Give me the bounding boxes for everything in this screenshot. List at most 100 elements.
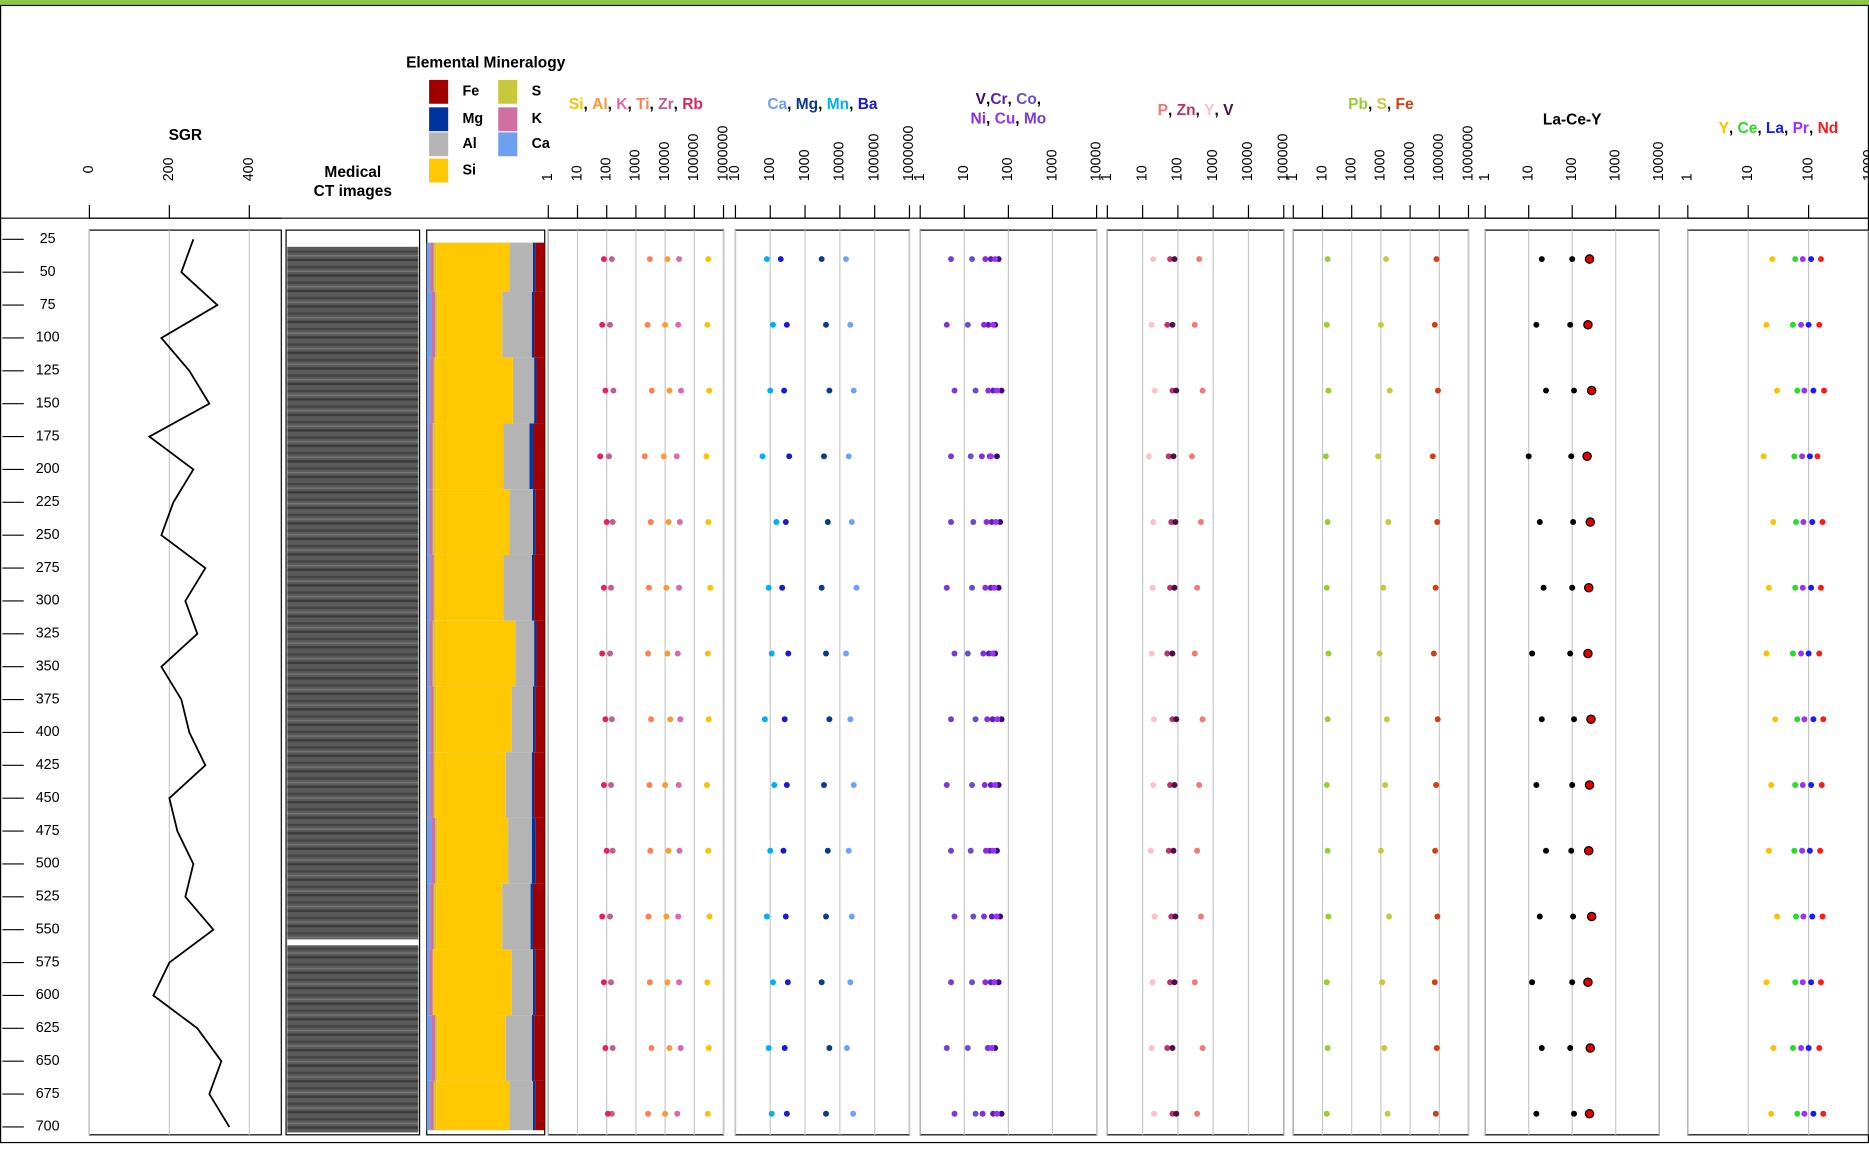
mineral-band (532, 292, 534, 358)
mineral-band (533, 1081, 535, 1130)
point (1763, 651, 1769, 657)
point (1583, 452, 1591, 460)
point (1323, 453, 1329, 459)
title-part: , (1729, 120, 1738, 137)
point (1799, 453, 1805, 459)
x-tick-label: 200 (161, 157, 177, 181)
point (769, 651, 775, 657)
title-part: , (818, 96, 827, 113)
y-tick-label: 675 (36, 1086, 60, 1102)
title-part: , (787, 96, 796, 113)
point (948, 979, 954, 985)
mineral-band (506, 752, 532, 818)
point (606, 453, 612, 459)
point (1584, 649, 1592, 657)
legend-swatch (429, 159, 448, 183)
point (994, 453, 1000, 459)
mineral-band (534, 621, 536, 687)
mineral-band (430, 358, 434, 424)
point (608, 782, 614, 788)
point (1792, 782, 1798, 788)
title-part: Ti (636, 96, 649, 113)
mineral-band (427, 621, 429, 687)
legend-label: S (532, 84, 542, 100)
point (1569, 979, 1575, 985)
mineral-band (529, 423, 533, 489)
point (1196, 256, 1202, 262)
mineral-band (503, 423, 529, 489)
point (988, 453, 994, 459)
title-part: V (1223, 102, 1234, 119)
point (1820, 1111, 1826, 1117)
mineral-band (534, 555, 545, 621)
point (944, 585, 950, 591)
mineral-band (506, 1015, 532, 1081)
point (1794, 1111, 1800, 1117)
point (601, 256, 607, 262)
point (1150, 519, 1156, 525)
point (786, 453, 792, 459)
point (850, 1111, 856, 1117)
point (825, 519, 831, 525)
mineral-band (434, 752, 435, 818)
point (1377, 651, 1383, 657)
point (1567, 322, 1573, 328)
point (1149, 979, 1155, 985)
point (678, 1045, 684, 1051)
title-part: Mn (827, 96, 849, 113)
point (968, 848, 974, 854)
mineral-band (429, 423, 433, 489)
point (1378, 322, 1384, 328)
page: {"chart_data": [ {"type": "line", "title… (0, 0, 1869, 1148)
point (769, 1111, 775, 1117)
title-part: , (1368, 96, 1377, 113)
point (1790, 1045, 1796, 1051)
mineral-band (434, 358, 435, 424)
mineral-band (436, 686, 512, 752)
mineral-band (430, 243, 434, 292)
point (766, 1045, 772, 1051)
point (1817, 848, 1823, 854)
point (1814, 453, 1820, 459)
point (948, 519, 954, 525)
point (979, 453, 985, 459)
point (706, 914, 712, 920)
mineral-band (430, 686, 434, 752)
point (984, 716, 990, 722)
y-tick-label: 275 (36, 560, 60, 576)
point (1149, 1045, 1155, 1051)
point (952, 651, 958, 657)
point (1585, 781, 1593, 789)
point (1172, 256, 1178, 262)
point (663, 914, 669, 920)
point (645, 651, 651, 657)
point (1386, 914, 1392, 920)
point (676, 782, 682, 788)
point (826, 716, 832, 722)
point (1810, 716, 1816, 722)
point (1761, 453, 1767, 459)
title-part: , (1168, 102, 1177, 119)
point (991, 848, 997, 854)
mineral-band (433, 423, 435, 489)
point (1432, 848, 1438, 854)
point (1435, 716, 1441, 722)
point (1172, 914, 1178, 920)
point (648, 716, 654, 722)
mineral-band (433, 621, 435, 687)
panel-title: Medical (324, 164, 381, 181)
point (1537, 519, 1543, 525)
point (1808, 585, 1814, 591)
point (1586, 518, 1594, 526)
point (1192, 979, 1198, 985)
point (646, 585, 652, 591)
mineral-band (437, 292, 502, 358)
y-tick-label: 175 (36, 428, 60, 444)
x-tick-label: 100000 (686, 133, 702, 181)
point (849, 914, 855, 920)
point (1791, 848, 1797, 854)
point (1800, 782, 1806, 788)
point (948, 848, 954, 854)
point (1568, 453, 1574, 459)
title-part: , (627, 96, 636, 113)
